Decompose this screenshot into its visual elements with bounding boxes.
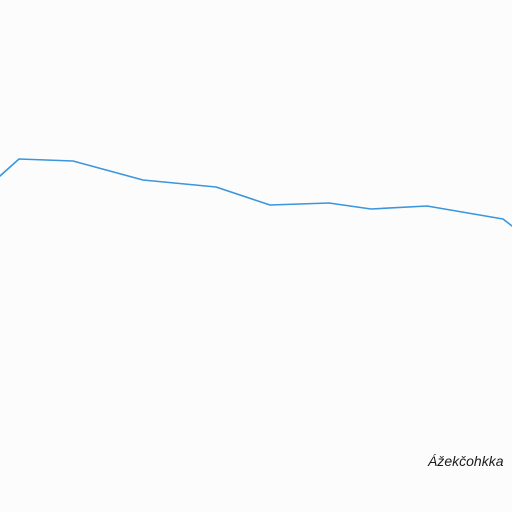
place-label: Ážekčohkka bbox=[428, 453, 504, 469]
route-line bbox=[0, 158, 512, 227]
